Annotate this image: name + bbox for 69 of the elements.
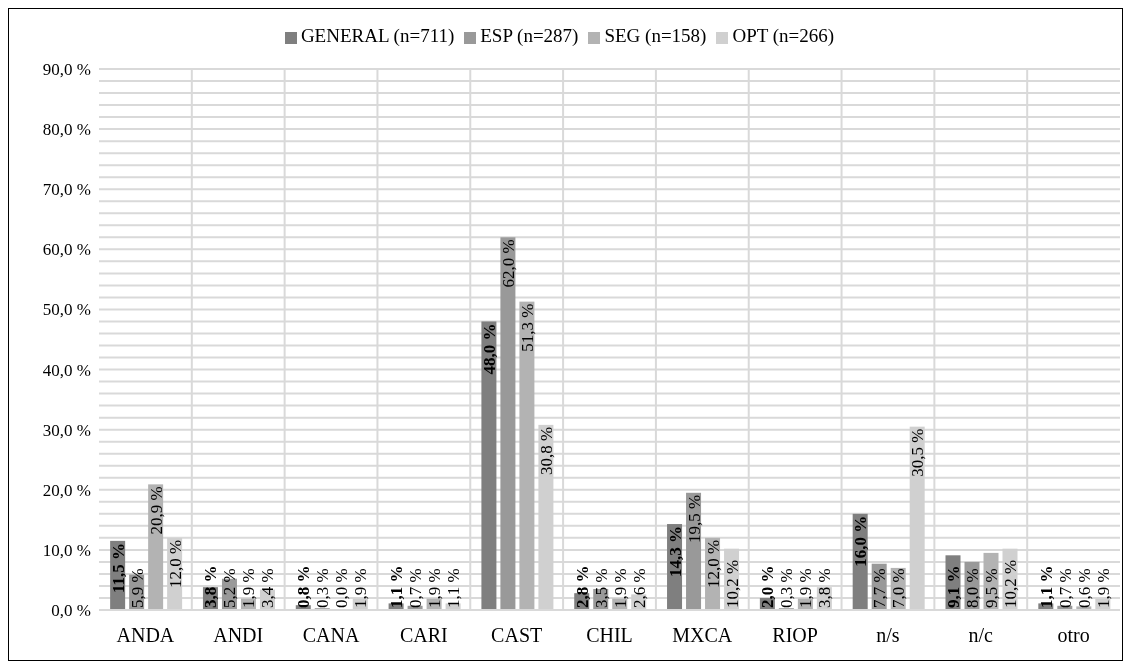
data-label: 0,3 % [777, 568, 797, 608]
data-label: 48,0 % [479, 323, 499, 375]
y-tick-label: 0,0 % [51, 601, 91, 621]
data-label: 30,8 % [536, 426, 556, 476]
data-label: 11,5 % [108, 542, 128, 593]
data-label: 8,0 % [963, 568, 982, 608]
data-label: 1,9 % [351, 568, 371, 608]
data-label: 1,9 % [1093, 568, 1113, 608]
data-label: 5,9 % [127, 568, 147, 608]
x-tick-label: n/s [876, 624, 900, 647]
x-tick-label: CANA [302, 624, 360, 647]
data-label: 1,1 % [444, 568, 464, 608]
data-label: 1,1 % [387, 565, 407, 608]
legend-label: ESP (n=287) [480, 25, 579, 46]
y-tick-label: 60,0 % [42, 240, 91, 260]
y-tick-label: 50,0 % [42, 300, 91, 320]
y-tick-label: 30,0 % [42, 420, 91, 440]
data-label: 3,5 % [591, 568, 611, 608]
x-tick-label: MXCA [672, 624, 733, 647]
data-label: 20,9 % [146, 486, 166, 535]
y-tick-label: 40,0 % [42, 360, 91, 380]
data-label: 10,2 % [1001, 559, 1020, 608]
data-label: 0,7 % [1055, 568, 1075, 608]
data-label: 7,7 % [870, 568, 890, 608]
data-label: 12,0 % [165, 539, 185, 589]
data-label: 0,0 % [332, 568, 352, 608]
data-label: 1,9 % [425, 568, 445, 608]
data-label: 14,3 % [665, 526, 685, 578]
data-label: 0,3 % [313, 568, 333, 608]
data-label: 30,5 % [908, 428, 928, 477]
data-label: 0,8 % [294, 565, 314, 608]
legend-label: GENERAL (n=711) [300, 25, 455, 46]
data-label: 10,2 % [722, 559, 742, 608]
x-tick-label: ANDA [116, 624, 175, 647]
x-tick-label: CARI [399, 624, 448, 647]
data-label: 1,9 % [796, 568, 816, 608]
data-label: 51,3 % [517, 303, 537, 352]
data-label: 1,9 % [610, 568, 630, 608]
data-label: 12,0 % [703, 539, 723, 589]
data-label: 0,7 % [406, 568, 426, 608]
data-label: 16,0 % [851, 515, 871, 567]
x-tick-label: n/c [968, 624, 994, 647]
x-tick-label: RIOP [772, 624, 818, 647]
data-label: 2,6 % [629, 568, 649, 608]
data-label: 1,9 % [239, 568, 259, 608]
data-label: 9,1 % [944, 565, 963, 608]
data-label: 3,8 % [815, 568, 835, 608]
data-label: 3,4 % [258, 568, 278, 608]
data-label: 1,1 % [1036, 565, 1056, 608]
data-label: 0,6 % [1074, 568, 1094, 608]
legend-label: SEG (n=158) [604, 25, 707, 46]
data-label: 62,0 % [498, 239, 518, 288]
x-tick-label: CAST [491, 624, 543, 647]
data-label: 9,5 % [982, 568, 1001, 608]
y-tick-label: 20,0 % [42, 480, 91, 500]
data-label: 5,2 % [220, 568, 240, 608]
data-label: 19,5 % [684, 494, 704, 543]
y-tick-label: 90,0 % [42, 60, 91, 80]
data-label: 2,8 % [572, 565, 592, 608]
x-tick-label: CHIL [586, 624, 633, 647]
y-tick-label: 10,0 % [42, 540, 91, 560]
x-tick-label: ANDI [213, 624, 264, 647]
data-label: 7,0 % [889, 568, 909, 608]
y-tick-label: 80,0 % [42, 120, 91, 140]
x-tick-label: otro [1057, 624, 1090, 647]
y-tick-label: 70,0 % [42, 180, 91, 200]
legend-label: OPT (n=266) [732, 25, 835, 46]
data-label: 2,0 % [758, 565, 778, 608]
data-label: 3,8 % [201, 565, 221, 608]
